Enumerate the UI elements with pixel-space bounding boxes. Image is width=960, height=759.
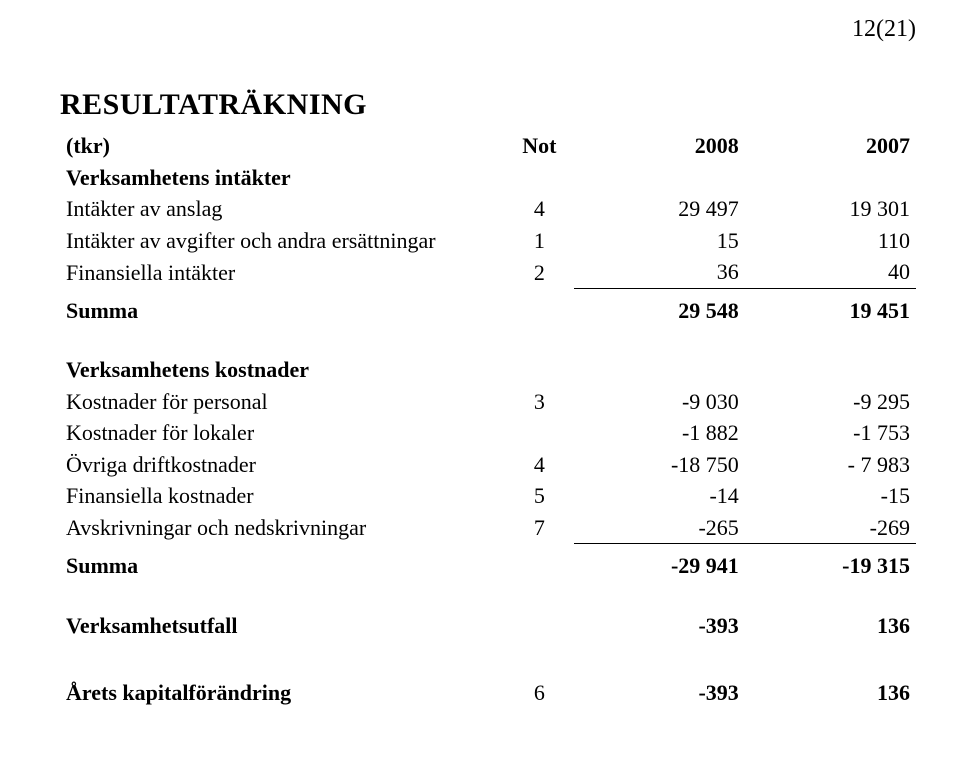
row-val-2007: -9 295 bbox=[745, 386, 916, 418]
row-val-2007: -15 bbox=[745, 480, 916, 512]
page-number: 12(21) bbox=[852, 16, 916, 43]
sum-val-2008: -29 941 bbox=[574, 550, 745, 582]
row-not: 3 bbox=[505, 386, 573, 418]
row-val-2008: -9 030 bbox=[574, 386, 745, 418]
row-not: 4 bbox=[505, 193, 573, 225]
section-heading-label: Verksamhetens kostnader bbox=[60, 354, 505, 386]
row-not bbox=[505, 417, 573, 449]
utfall-val-2007: 136 bbox=[745, 610, 916, 642]
row-val-2008: 29 497 bbox=[574, 193, 745, 225]
row-not: 2 bbox=[505, 256, 573, 288]
sum-val-2007: 19 451 bbox=[745, 295, 916, 327]
row-label: Finansiella intäkter bbox=[60, 256, 505, 288]
row-val-2007: 110 bbox=[745, 225, 916, 257]
table-row: Kostnader för personal 3 -9 030 -9 295 bbox=[60, 386, 916, 418]
row-label: Finansiella kostnader bbox=[60, 480, 505, 512]
row-val-2008: 36 bbox=[574, 256, 745, 288]
table-row: Finansiella intäkter 2 36 40 bbox=[60, 256, 916, 288]
section-heading-kostnader: Verksamhetens kostnader bbox=[60, 354, 916, 386]
row-val-2007: - 7 983 bbox=[745, 449, 916, 481]
row-label: Övriga driftkostnader bbox=[60, 449, 505, 481]
utfall-row: Verksamhetsutfall -393 136 bbox=[60, 610, 916, 642]
table-row: Intäkter av anslag 4 29 497 19 301 bbox=[60, 193, 916, 225]
income-statement-table: (tkr) Not 2008 2007 Verksamhetens intäkt… bbox=[60, 130, 916, 709]
row-val-2008: -14 bbox=[574, 480, 745, 512]
row-label: Kostnader för lokaler bbox=[60, 417, 505, 449]
page-title: RESULTATRÄKNING bbox=[60, 88, 916, 122]
utfall-val-2008: -393 bbox=[574, 610, 745, 642]
row-label: Intäkter av anslag bbox=[60, 193, 505, 225]
header-year-2007: 2007 bbox=[745, 130, 916, 162]
row-val-2007: -1 753 bbox=[745, 417, 916, 449]
table-row: Övriga driftkostnader 4 -18 750 - 7 983 bbox=[60, 449, 916, 481]
section-heading-label: Verksamhetens intäkter bbox=[60, 162, 505, 194]
row-label: Kostnader för personal bbox=[60, 386, 505, 418]
row-not: 1 bbox=[505, 225, 573, 257]
header-not: Not bbox=[505, 130, 573, 162]
row-val-2008: -1 882 bbox=[574, 417, 745, 449]
table-header-row: (tkr) Not 2008 2007 bbox=[60, 130, 916, 162]
row-val-2008: -18 750 bbox=[574, 449, 745, 481]
kapital-val-2007: 136 bbox=[745, 677, 916, 709]
header-year-2008: 2008 bbox=[574, 130, 745, 162]
row-label: Intäkter av avgifter och andra ersättnin… bbox=[60, 225, 505, 257]
table-row: Finansiella kostnader 5 -14 -15 bbox=[60, 480, 916, 512]
table-row: Intäkter av avgifter och andra ersättnin… bbox=[60, 225, 916, 257]
row-val-2008: -265 bbox=[574, 512, 745, 544]
row-val-2007: -269 bbox=[745, 512, 916, 544]
row-not: 7 bbox=[505, 512, 573, 544]
section-heading-intakter: Verksamhetens intäkter bbox=[60, 162, 916, 194]
sum-val-2008: 29 548 bbox=[574, 295, 745, 327]
row-val-2008: 15 bbox=[574, 225, 745, 257]
sum-label: Summa bbox=[60, 295, 505, 327]
kapital-label: Årets kapitalförändring bbox=[60, 677, 505, 709]
kapital-row: Årets kapitalförändring 6 -393 136 bbox=[60, 677, 916, 709]
kapital-not: 6 bbox=[505, 677, 573, 709]
row-val-2007: 40 bbox=[745, 256, 916, 288]
row-not: 5 bbox=[505, 480, 573, 512]
row-val-2007: 19 301 bbox=[745, 193, 916, 225]
document-page: 12(21) RESULTATRÄKNING (tkr) Not 2008 20… bbox=[0, 0, 960, 759]
row-not: 4 bbox=[505, 449, 573, 481]
sum-row-kostnader: Summa -29 941 -19 315 bbox=[60, 550, 916, 582]
utfall-label: Verksamhetsutfall bbox=[60, 610, 505, 642]
sum-val-2007: -19 315 bbox=[745, 550, 916, 582]
row-label: Avskrivningar och nedskrivningar bbox=[60, 512, 505, 544]
sum-label: Summa bbox=[60, 550, 505, 582]
header-tkr: (tkr) bbox=[60, 130, 505, 162]
table-row: Kostnader för lokaler -1 882 -1 753 bbox=[60, 417, 916, 449]
table-row: Avskrivningar och nedskrivningar 7 -265 … bbox=[60, 512, 916, 544]
sum-row-intakter: Summa 29 548 19 451 bbox=[60, 295, 916, 327]
kapital-val-2008: -393 bbox=[574, 677, 745, 709]
